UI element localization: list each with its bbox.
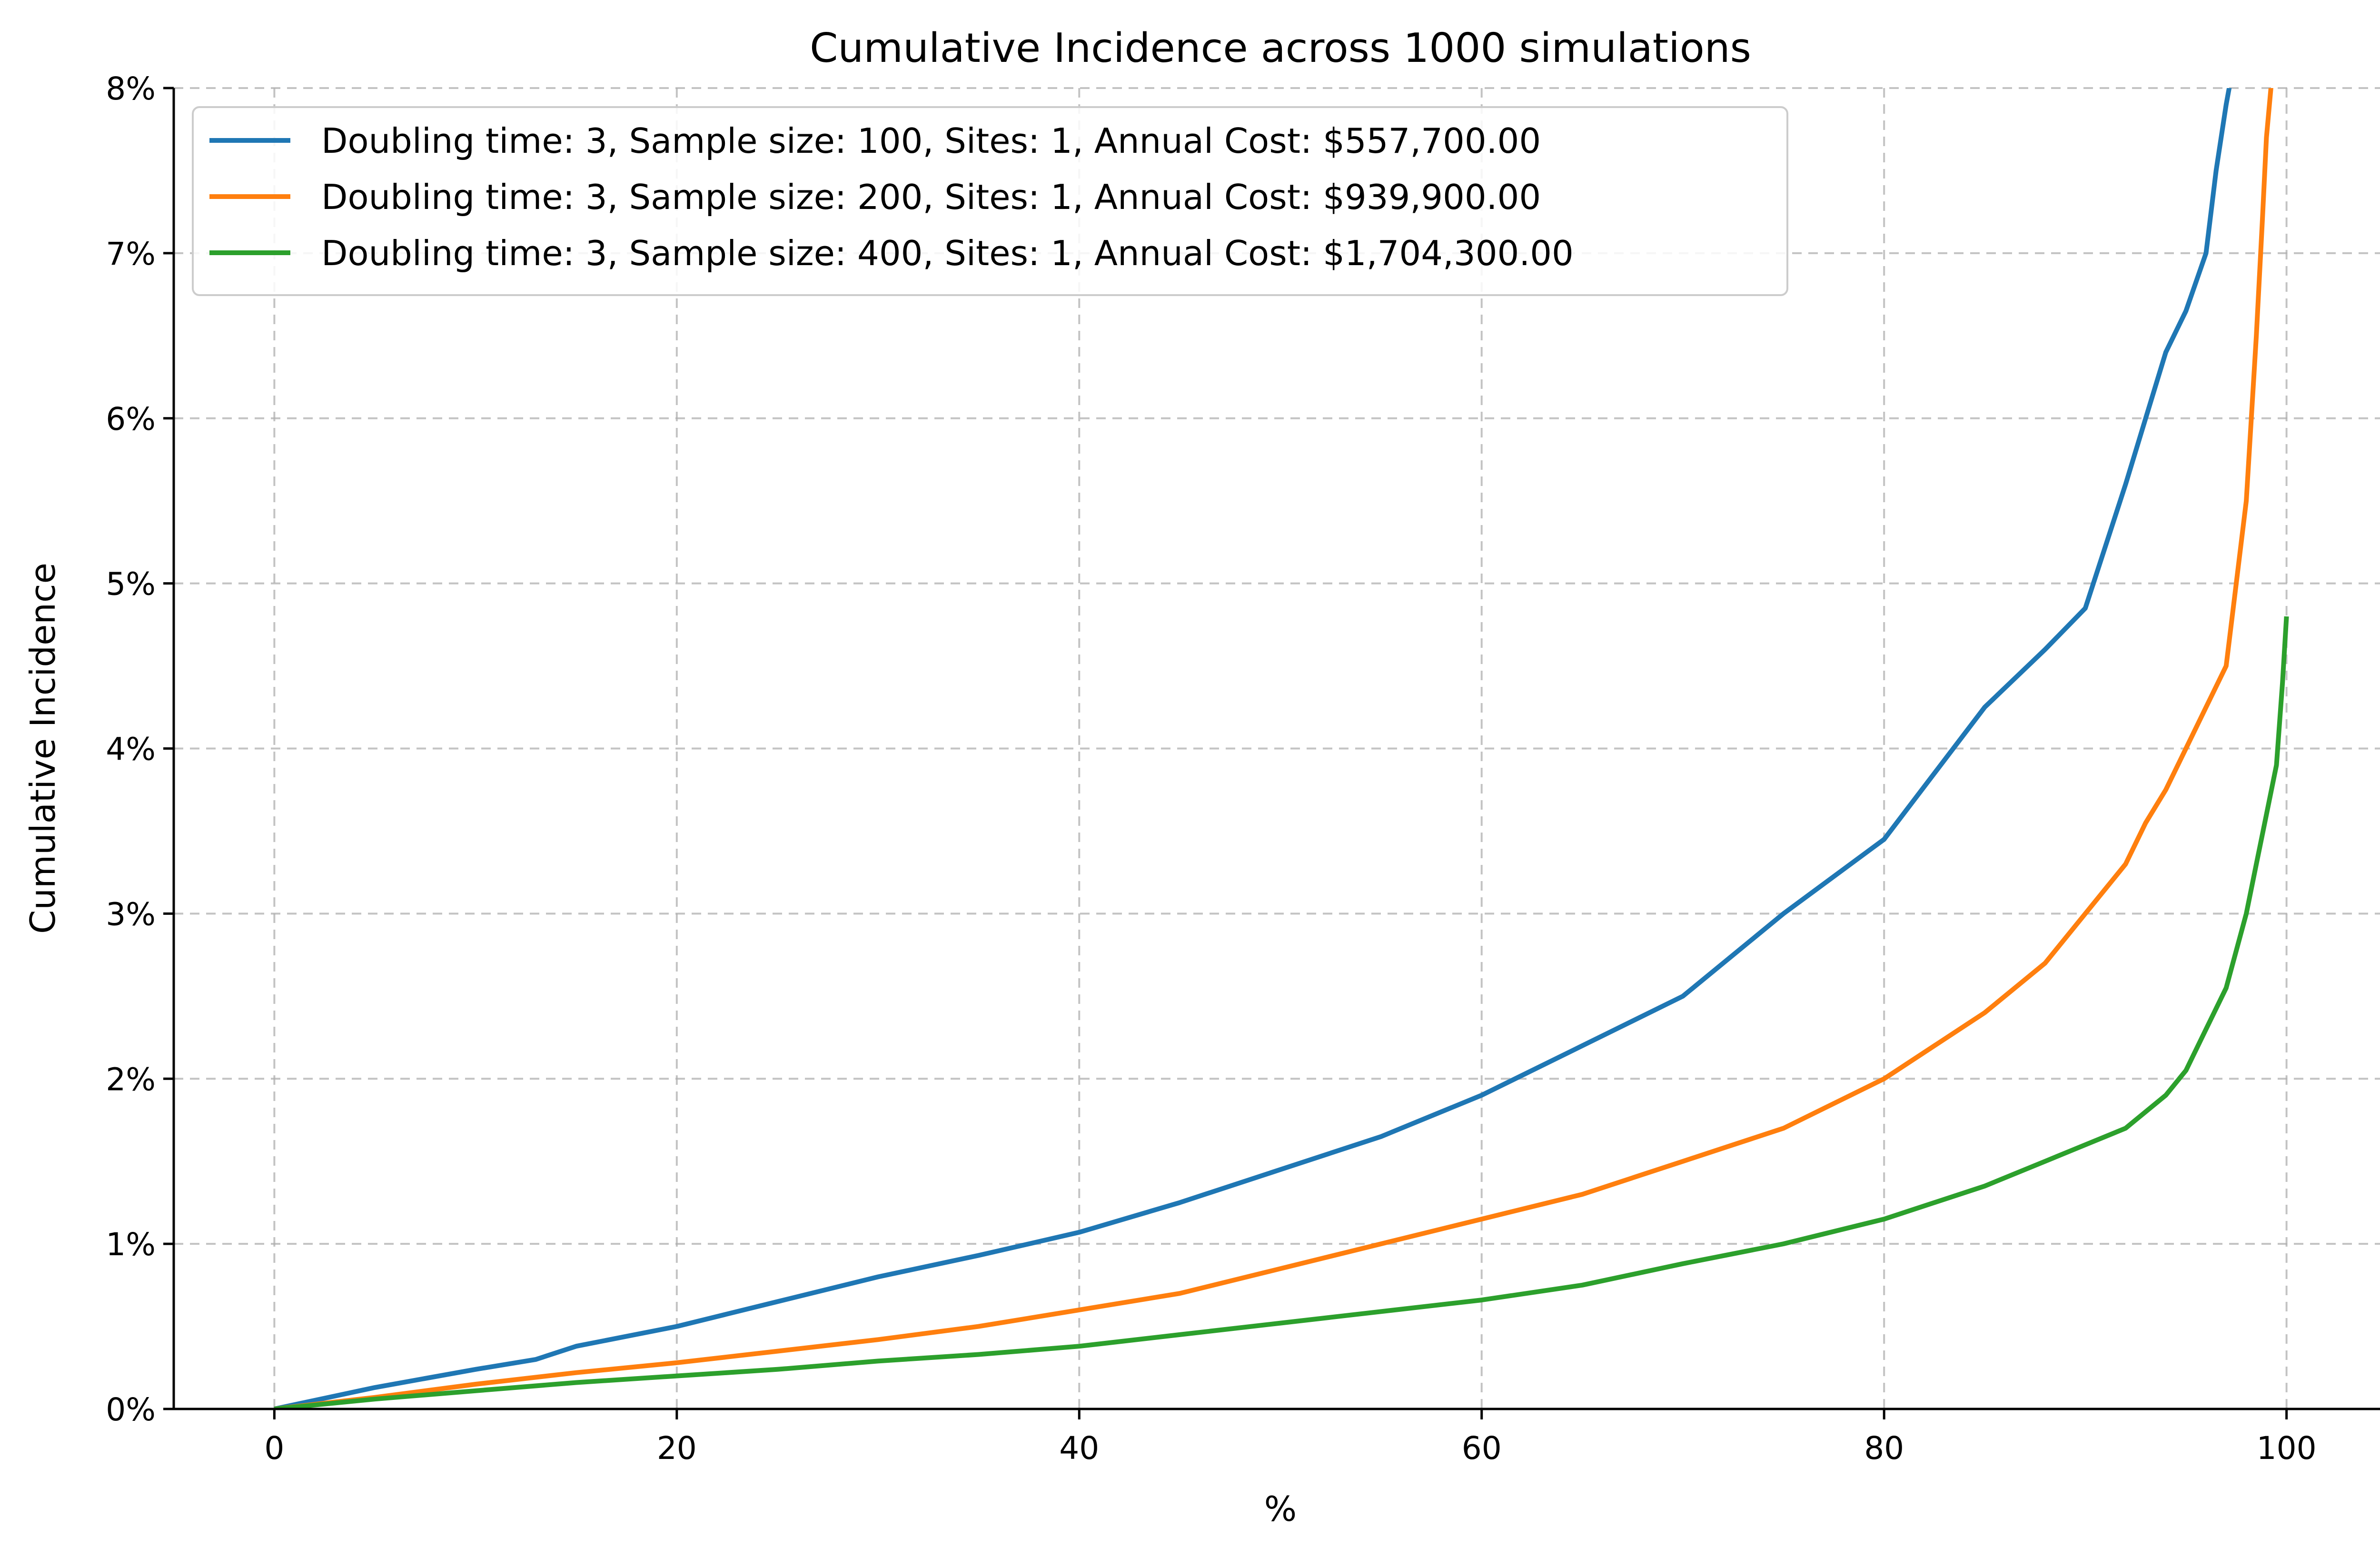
x-axis-ticks: 0 20 40 60 80 100	[264, 1409, 2317, 1467]
y-tick-label: 2%	[106, 1061, 156, 1098]
chart-title: Cumulative Incidence across 1000 simulat…	[810, 25, 1751, 72]
x-tick-label: 20	[657, 1430, 697, 1467]
series-line-3	[274, 616, 2289, 1409]
legend-label-3: Doubling time: 3, Sample size: 400, Site…	[321, 233, 1574, 273]
y-tick-label: 5%	[106, 566, 156, 603]
y-tick-label: 6%	[106, 401, 156, 437]
x-tick-label: 60	[1462, 1430, 1502, 1467]
x-tick-label: 0	[264, 1430, 284, 1467]
y-tick-label: 7%	[106, 236, 156, 272]
y-tick-label: 4%	[106, 731, 156, 768]
y-tick-label: 3%	[106, 896, 156, 932]
y-axis-label: Cumulative Incidence	[23, 563, 63, 934]
legend-box	[192, 106, 1788, 296]
series-layer	[274, 88, 2289, 1409]
series-line-2	[274, 88, 2273, 1409]
y-tick-label: 1%	[106, 1226, 156, 1263]
y-tick-label: 8%	[106, 70, 156, 107]
legend-label-2: Doubling time: 3, Sample size: 200, Site…	[321, 177, 1541, 217]
x-tick-label: 80	[1864, 1430, 1904, 1467]
series-line-1	[274, 88, 2232, 1409]
y-tick-label: 0%	[106, 1391, 156, 1428]
y-axis-ticks: 0% 1% 2% 3% 4% 5% 6% 7% 8%	[106, 70, 174, 1428]
legend: Doubling time: 3, Sample size: 100, Site…	[192, 106, 1788, 296]
x-axis-label: %	[1264, 1489, 1297, 1529]
x-tick-label: 100	[2257, 1430, 2317, 1467]
legend-label-1: Doubling time: 3, Sample size: 100, Site…	[321, 121, 1541, 161]
x-tick-label: 40	[1059, 1430, 1099, 1467]
